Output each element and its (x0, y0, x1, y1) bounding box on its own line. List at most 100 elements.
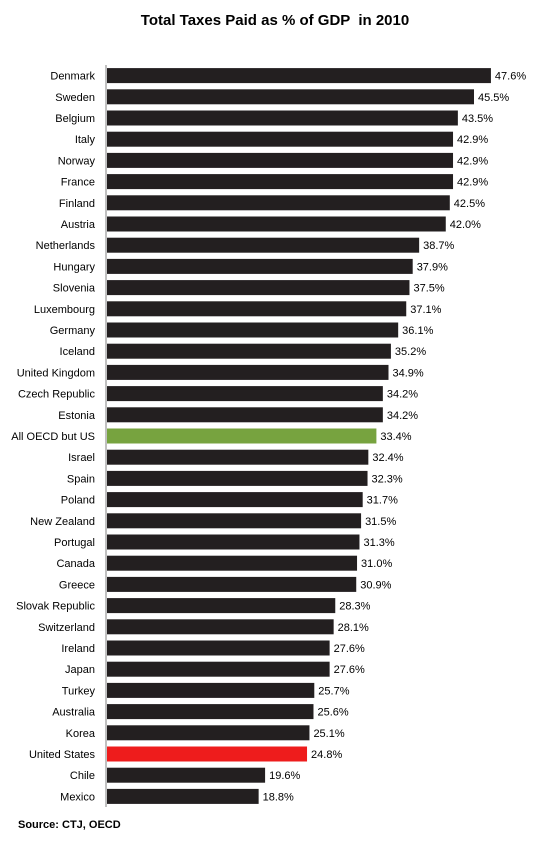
value-label: 25.6% (317, 707, 348, 719)
category-label: United States (29, 749, 96, 761)
value-label: 28.3% (339, 601, 370, 613)
bar-switzerland (107, 619, 334, 635)
value-label: 27.6% (334, 643, 365, 655)
bar-greece (107, 576, 357, 592)
category-label: New Zealand (30, 516, 95, 528)
category-label: Spain (67, 473, 95, 485)
bar-belgium (107, 110, 458, 126)
chart-title: Total Taxes Paid as % of GDP in 2010 (140, 12, 410, 29)
value-label: 38.7% (423, 240, 454, 252)
value-label: 47.6% (495, 71, 526, 83)
category-label: Japan (65, 664, 95, 676)
value-label: 25.1% (313, 728, 344, 740)
value-label: 18.8% (263, 791, 294, 803)
bar-united-kingdom (107, 364, 389, 380)
bar-slovak-republic (107, 598, 336, 614)
bar-sweden (107, 89, 474, 105)
category-label: Slovenia (53, 283, 96, 295)
category-label: Switzerland (38, 622, 95, 634)
category-label: Luxembourg (34, 304, 95, 316)
bar-all-oecd-but-us (107, 428, 377, 444)
category-label: Austria (61, 219, 96, 231)
bar-turkey (107, 682, 315, 698)
bar-norway (107, 152, 454, 168)
bar-austria (107, 216, 446, 232)
value-label: 42.0% (450, 219, 481, 231)
value-label: 31.3% (363, 537, 394, 549)
category-labels-group: Denmark Sweden Belgium Italy Norway France Fin… (11, 71, 96, 804)
bar-slovenia (107, 280, 410, 296)
value-label: 45.5% (478, 92, 509, 104)
value-label: 31.7% (367, 495, 398, 507)
value-label: 34.2% (387, 410, 418, 422)
value-labels-group: 47.6% 45.5% 43.5% 42.9% 42.9% 42.9% 42.5% 42.0%… (263, 71, 527, 804)
bar-new-zealand (107, 513, 362, 529)
category-label: Germany (50, 325, 96, 337)
value-label: 31.5% (365, 516, 396, 528)
category-label: Estonia (58, 410, 96, 422)
category-label: Greece (59, 579, 95, 591)
bar-france (107, 174, 454, 190)
category-label: Canada (56, 558, 95, 570)
category-label: Denmark (50, 71, 95, 83)
value-label: 31.0% (361, 558, 392, 570)
value-label: 27.6% (334, 664, 365, 676)
bars-group (107, 68, 491, 804)
category-label: Slovak Republic (16, 601, 95, 613)
bar-iceland (107, 343, 391, 359)
bar-mexico (107, 788, 259, 804)
bar-spain (107, 470, 368, 486)
bar-canada (107, 555, 358, 571)
value-label: 42.5% (454, 198, 485, 210)
category-label: France (61, 177, 95, 189)
category-label: United Kingdom (17, 367, 95, 379)
bar-japan (107, 661, 330, 677)
bar-czech-republic (107, 386, 383, 402)
bar-israel (107, 449, 369, 465)
category-label: Israel (68, 452, 95, 464)
value-label: 24.8% (311, 749, 342, 761)
value-label: 33.4% (380, 431, 411, 443)
category-label: Iceland (60, 346, 95, 358)
value-label: 19.6% (269, 770, 300, 782)
category-label: Finland (59, 198, 95, 210)
bar-portugal (107, 534, 360, 550)
value-label: 35.2% (395, 346, 426, 358)
value-label: 34.2% (387, 389, 418, 401)
category-label: Poland (61, 495, 95, 507)
category-label: Czech Republic (18, 389, 96, 401)
bar-united-states (107, 746, 308, 762)
bar-ireland (107, 640, 330, 656)
category-label: Hungary (53, 261, 95, 273)
value-label: 34.9% (392, 367, 423, 379)
category-label: Korea (66, 728, 96, 740)
category-label: Italy (75, 134, 96, 146)
value-label: 25.7% (318, 685, 349, 697)
bar-estonia (107, 407, 383, 423)
category-label: Sweden (55, 92, 95, 104)
category-label: Ireland (61, 643, 95, 655)
bar-korea (107, 725, 310, 741)
bar-australia (107, 704, 314, 720)
value-label: 37.1% (410, 304, 441, 316)
bar-chile (107, 767, 266, 783)
value-label: 30.9% (360, 579, 391, 591)
bar-denmark (107, 68, 491, 84)
bar-finland (107, 195, 450, 211)
category-label: Mexico (60, 791, 95, 803)
value-label: 36.1% (402, 325, 433, 337)
category-label: Turkey (62, 685, 96, 697)
value-label: 42.9% (457, 155, 488, 167)
bar-netherlands (107, 237, 420, 253)
bar-italy (107, 131, 454, 147)
category-label: Belgium (55, 113, 95, 125)
bar-poland (107, 492, 363, 508)
category-label: All OECD but US (11, 431, 95, 443)
value-label: 37.9% (417, 261, 448, 273)
value-label: 42.9% (457, 177, 488, 189)
category-label: Australia (52, 707, 96, 719)
value-label: 32.4% (372, 452, 403, 464)
value-label: 28.1% (338, 622, 369, 634)
category-label: Netherlands (36, 240, 96, 252)
